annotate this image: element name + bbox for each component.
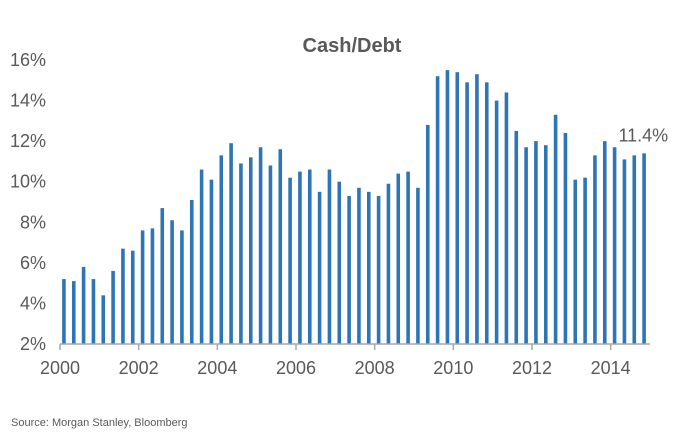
bar [199,169,204,344]
bar [130,250,135,344]
bar [583,177,587,344]
y-tick-label: 12% [10,131,46,151]
bar [534,141,538,344]
bar [602,141,607,344]
bar [327,169,332,344]
bar [170,220,174,344]
y-tick-label: 4% [20,293,46,313]
bar [337,181,342,344]
x-tick-labels: 2000 2002 2004 2006 2008 2010 2012 2014 [40,358,631,378]
bar [180,230,184,344]
bar [288,177,292,344]
bar [484,82,489,345]
y-tick-label: 16% [10,50,46,70]
x-tick-label: 2000 [40,358,80,378]
source-note: Source: Morgan Stanley, Bloomberg [11,417,188,429]
bar [307,169,312,344]
y-tick-labels: 2% 4% 6% 8% 10% 12% 14% 16% [10,50,46,354]
bar [376,195,381,344]
x-tick-label: 2004 [197,358,237,378]
bar [278,149,283,344]
bar [622,159,627,344]
last-value-label: 11.4% [618,125,668,145]
bar [71,281,76,344]
bar [160,208,165,344]
x-ticks [59,344,612,350]
bar [248,157,253,344]
bar [111,270,115,344]
bar [101,295,106,344]
bar [425,124,430,345]
x-tick-label: 2012 [512,358,552,378]
x-tick-label: 2002 [119,358,159,378]
bar [494,100,499,344]
bar [524,147,528,344]
bar [543,145,548,344]
x-tick-label: 2010 [433,358,473,378]
bar [504,92,509,344]
bar [357,187,361,344]
bar [189,199,194,344]
bar [229,143,233,344]
bar [642,153,646,344]
x-tick-label: 2008 [355,358,395,378]
chart-title: Cash/Debt [303,35,402,57]
y-tick-label: 14% [10,91,46,111]
bar [239,163,243,344]
bar [62,279,66,344]
bar [386,183,391,344]
bar [475,74,479,344]
bar [150,228,155,344]
bar [140,230,145,344]
bar [632,155,637,344]
bars [62,70,646,345]
bar [91,279,96,344]
bar [298,171,302,344]
bar [209,179,214,344]
bar [593,155,597,344]
bar [258,147,263,344]
bar [445,70,450,345]
x-tick-label: 2014 [591,358,631,378]
y-tick-label: 10% [10,172,46,192]
bar [121,248,125,344]
bar [573,179,578,344]
bar [416,187,420,344]
bar [563,133,568,344]
bar [317,191,322,344]
y-tick-label: 2% [20,334,46,354]
bar [553,114,558,345]
bar [406,171,410,344]
bar [514,131,519,344]
bar [455,72,460,345]
bar [81,266,86,344]
bar [268,165,273,344]
bar [219,155,224,344]
bar [435,76,440,344]
bar [612,147,617,344]
x-tick-label: 2006 [276,358,316,378]
bar [396,173,401,344]
y-tick-label: 8% [20,212,46,232]
bar [465,82,469,345]
y-tick-label: 6% [20,253,46,273]
bar [347,195,351,344]
bar [366,191,371,344]
